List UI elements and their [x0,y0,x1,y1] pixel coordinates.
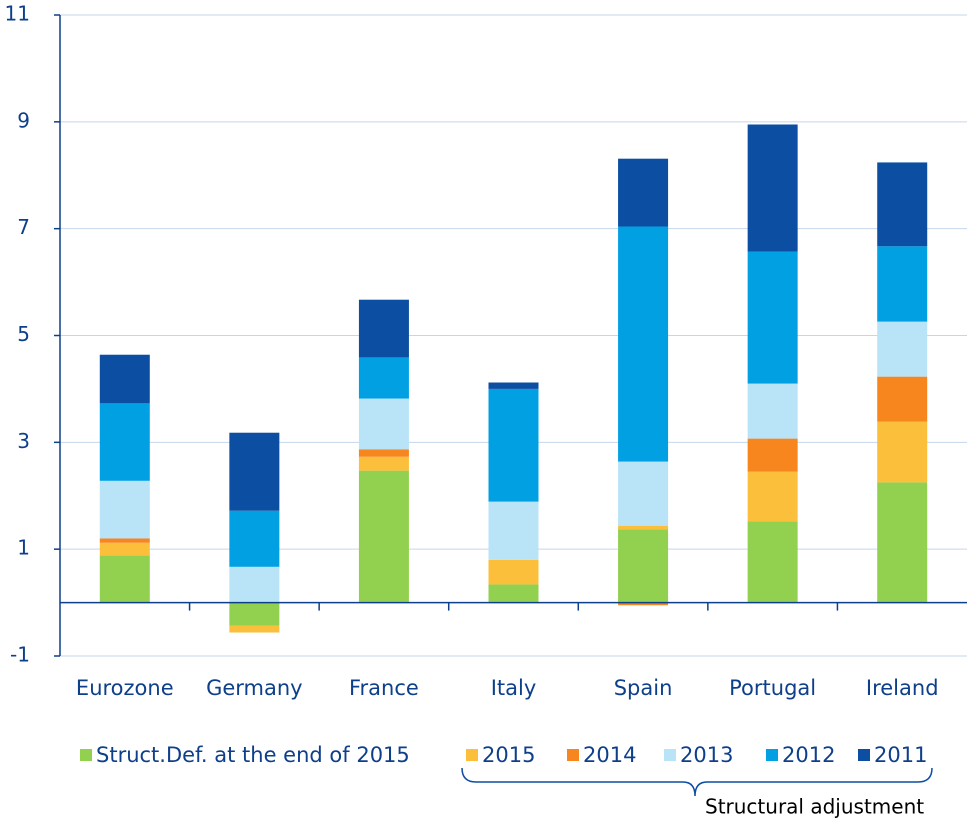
legend-swatch [567,749,579,761]
bar-segment [877,482,928,603]
bar-segment [877,321,928,377]
annotation: Structural adjustment [705,795,924,819]
bar-segment [488,388,539,502]
bar-segment [488,382,539,389]
bar-segment [618,461,669,526]
y-tick-label: 1 [17,536,30,560]
legend-swatch [664,749,676,761]
bar-segment [747,383,798,439]
legend-swatch [858,749,870,761]
legend-label: Struct.Def. at the end of 2015 [96,743,410,767]
x-tick-label: Eurozone [76,676,174,700]
bar-segment [99,480,150,539]
bar-segment [358,449,409,457]
bar-segment [747,251,798,384]
y-tick-label: 11 [5,2,30,26]
bar-segment [229,432,280,511]
legend-swatch [766,749,778,761]
legend-label: 2012 [782,743,835,767]
bar-segment [358,398,409,450]
y-tick-label: 9 [17,108,30,132]
x-tick-label: Germany [206,676,303,700]
legend-label: 2011 [874,743,927,767]
bar-segment [877,162,928,247]
bar-segment [229,602,280,626]
bar-segment [229,566,280,603]
legend-label: 2013 [680,743,733,767]
bar-segment [747,521,798,603]
legend-label: 2015 [482,743,535,767]
bar-segment [99,555,150,603]
bar-segment [358,299,409,358]
bar-segment [618,525,669,530]
bar-segment [99,403,150,481]
annotation-brace [461,767,933,797]
bar-segment [747,438,798,472]
bar-segment [747,124,798,252]
y-tick-label: -1 [10,643,30,667]
bar-segment [99,542,150,556]
bar-segment [877,421,928,483]
bar-segment [99,354,150,404]
bar-segment [488,584,539,603]
legend-label: 2014 [583,743,636,767]
bar-segment [747,471,798,522]
bar-segment [618,158,669,227]
bar-segment [618,226,669,462]
x-tick-label: Portugal [729,676,816,700]
y-tick-label: 3 [17,429,30,453]
bar-segment [877,376,928,422]
bar-segment [358,470,409,603]
y-tick-label: 7 [17,215,30,239]
bar-segment [358,456,409,471]
bar-segment [488,501,539,560]
legend-swatch [80,749,92,761]
bar-segment [618,602,669,606]
bar-segment [877,246,928,322]
bar-segment [488,559,539,585]
x-tick-label: Italy [491,676,537,700]
x-tick-label: Spain [614,676,673,700]
y-tick-label: 5 [17,322,30,346]
bar-segment [358,357,409,399]
bar-segment [99,538,150,543]
legend-swatch [466,749,478,761]
bar-segment [229,625,280,633]
x-tick-label: Ireland [866,676,939,700]
bar-segment [618,529,669,603]
x-tick-label: France [349,676,419,700]
bar-segment [229,510,280,567]
